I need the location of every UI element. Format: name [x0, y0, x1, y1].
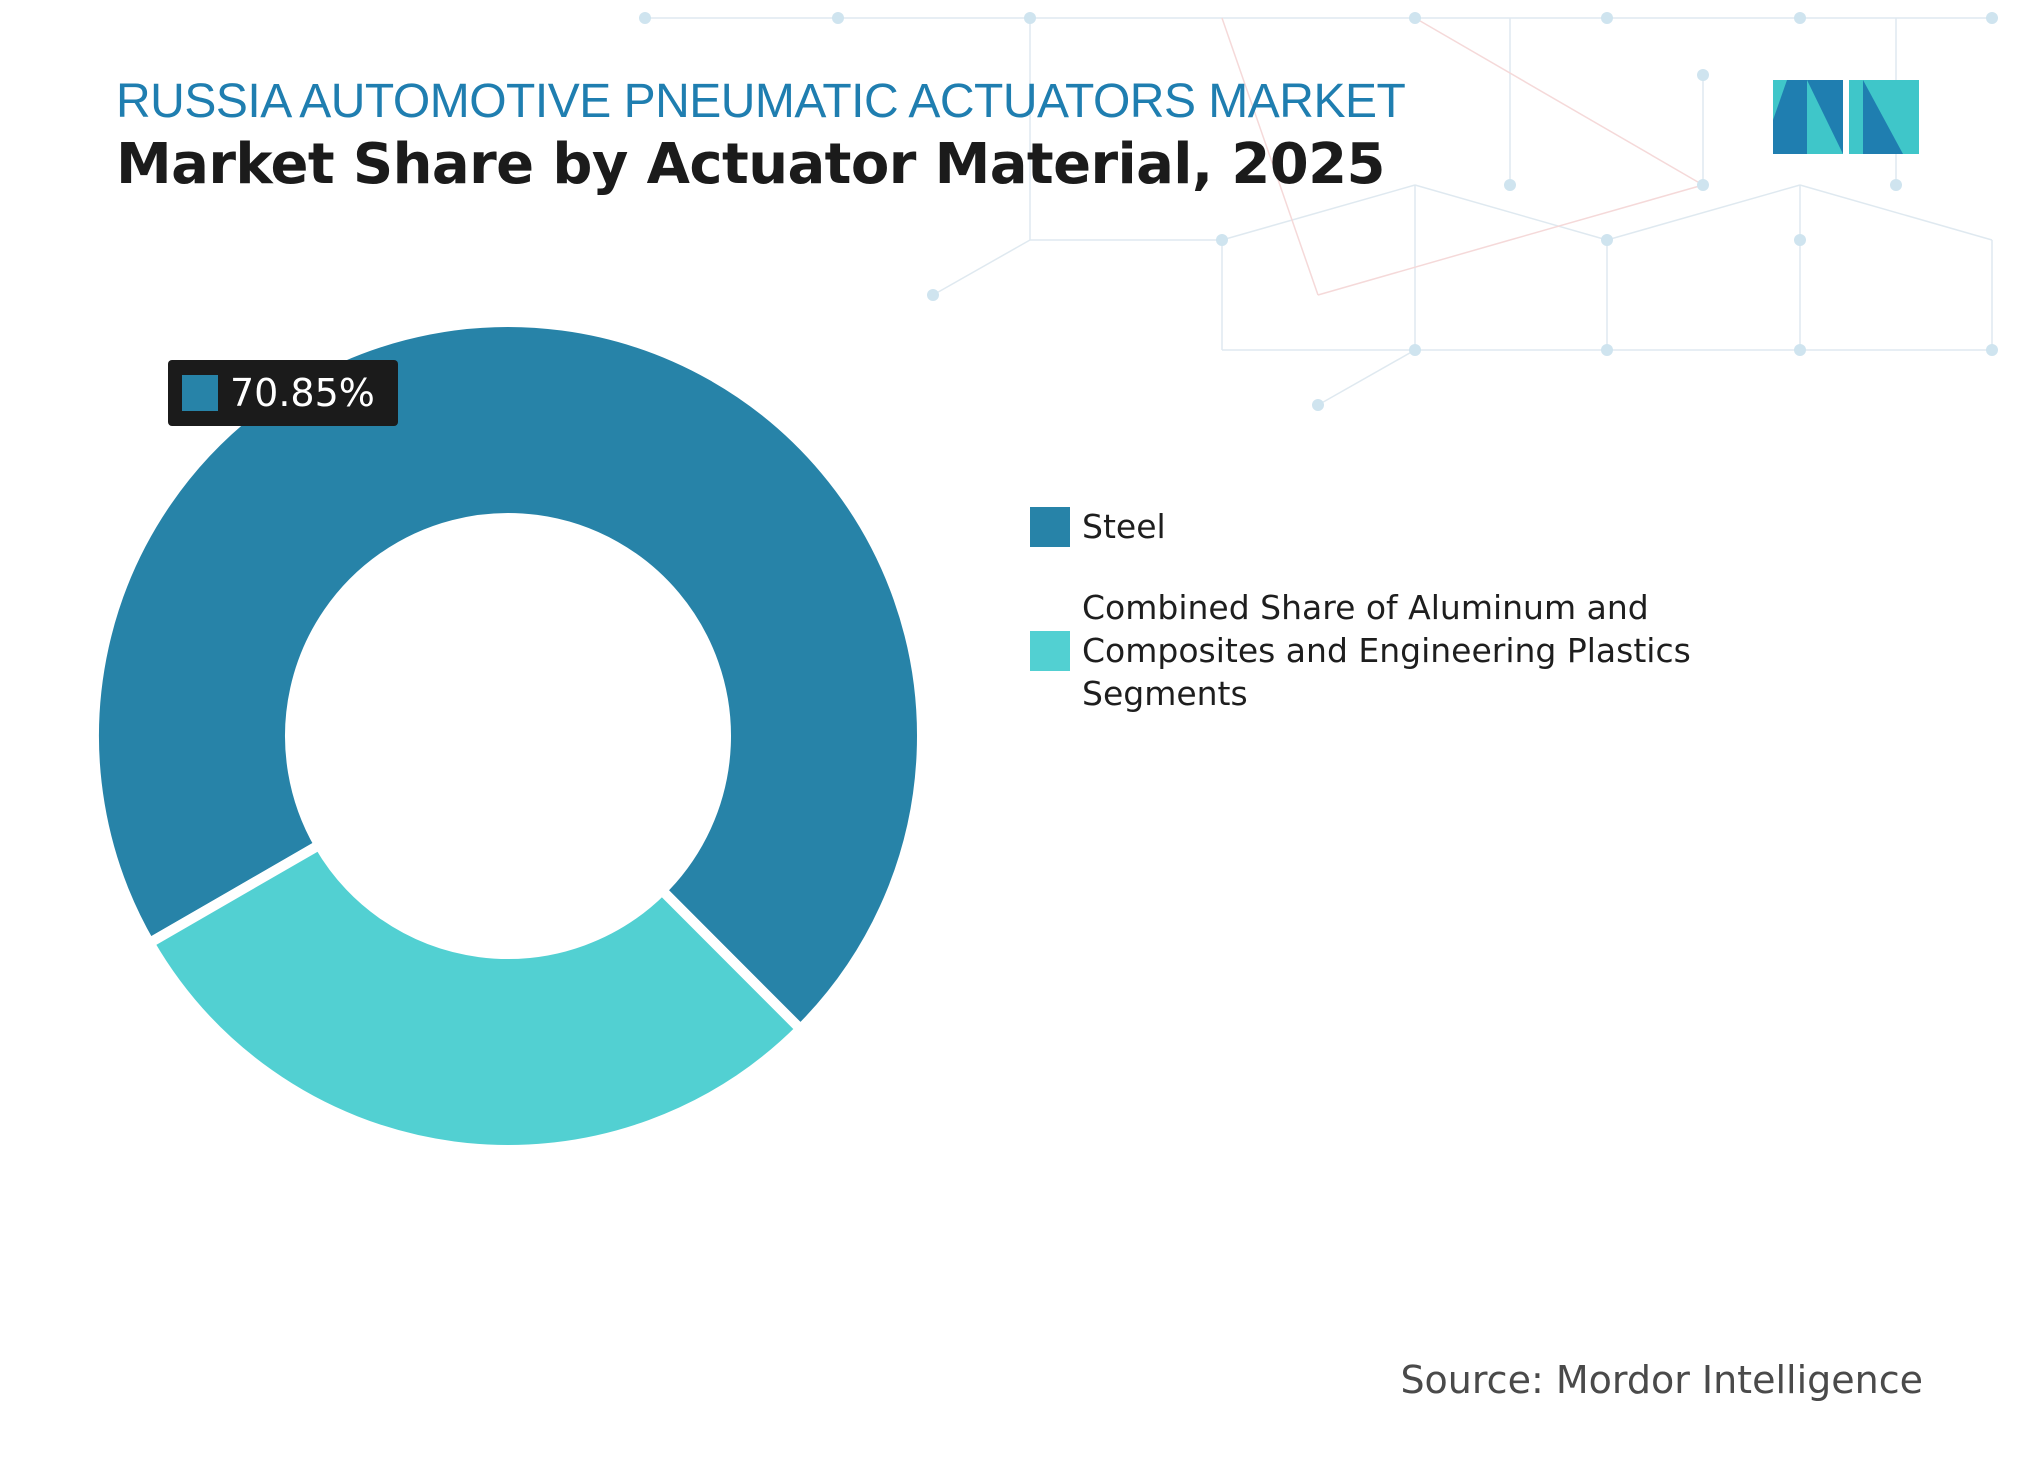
logo-wedge-right	[1863, 80, 1903, 154]
legend-swatch-steel	[1030, 506, 1070, 547]
legend-item-combined: Combined Share of Aluminum and Composite…	[1030, 586, 1702, 715]
logo-wedge-left	[1773, 80, 1787, 120]
background-network-pattern	[639, 12, 1998, 411]
brand-logo	[1773, 80, 1919, 154]
data-label-swatch	[182, 375, 218, 411]
chart-title: Market Share by Actuator Material, 2025	[116, 132, 1386, 197]
legend-swatch-combined	[1030, 630, 1070, 671]
source-note: Source: Mordor Intelligence	[1400, 1358, 1923, 1402]
legend-label-combined: Combined Share of Aluminum and Composite…	[1082, 588, 1691, 713]
donut-slice-combined	[142, 838, 808, 1155]
legend-label-steel: Steel	[1082, 507, 1166, 546]
legend-item-steel: Steel	[1030, 505, 1702, 548]
data-label-box	[168, 360, 398, 426]
data-label-value: 70.85%	[230, 371, 375, 415]
logo-wedge-mid	[1807, 80, 1843, 154]
chart-kicker: RUSSIA AUTOMOTIVE PNEUMATIC ACTUATORS MA…	[116, 75, 1406, 128]
